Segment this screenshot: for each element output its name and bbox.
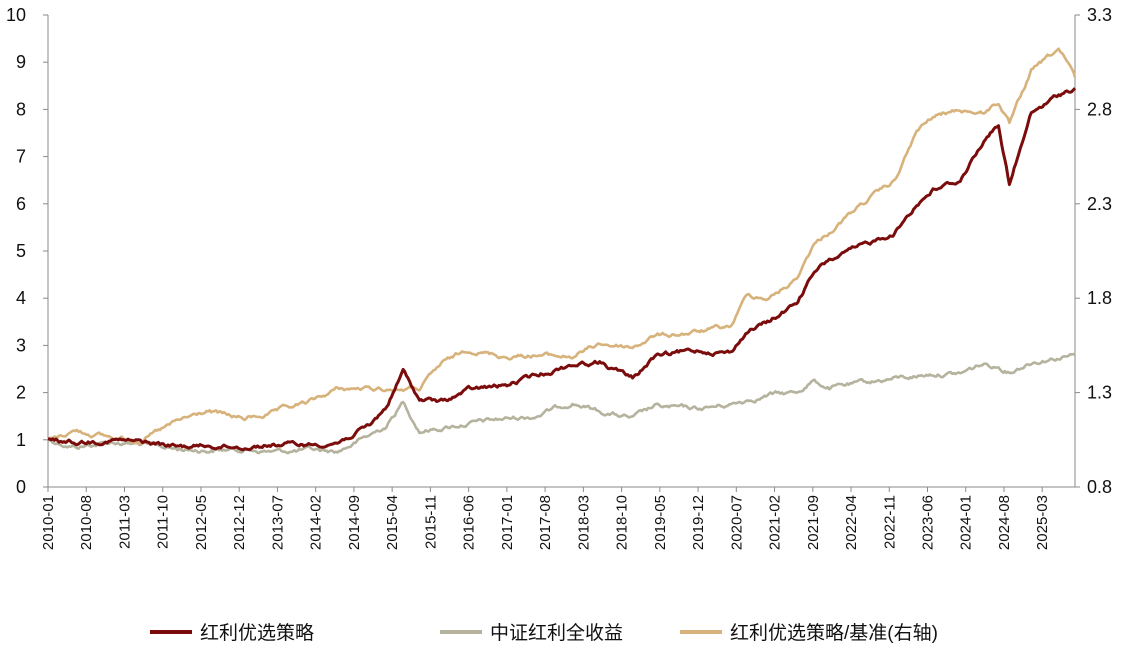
legend: 红利优选策略 中证红利全收益 红利优选策略/基准(右轴) [150, 622, 938, 644]
right-tick-label: 0.8 [1087, 477, 1112, 497]
x-tick-label: 2011-10 [155, 495, 172, 549]
x-tick-label: 2014-02 [308, 495, 325, 550]
x-tick-label: 2022-11 [881, 495, 898, 549]
series-layer [47, 47, 1077, 455]
right-tick-label: 2.8 [1087, 99, 1112, 119]
left-tick-label: 0 [16, 477, 26, 497]
x-tick-label: 2012-12 [231, 495, 248, 550]
left-tick-label: 6 [16, 194, 26, 214]
right-tick-label: 2.3 [1087, 194, 1112, 214]
x-tick-label: 2021-02 [767, 495, 784, 550]
x-tick-label: 2011-03 [116, 495, 133, 549]
x-tick-label: 2012-05 [193, 495, 210, 550]
x-tick-label: 2024-08 [996, 495, 1013, 550]
left-tick-label: 10 [6, 5, 26, 25]
left-tick-label: 3 [16, 335, 26, 355]
left-tick-label: 5 [16, 241, 26, 261]
x-tick-label: 2010-01 [40, 495, 57, 550]
x-tick-label: 2016-06 [461, 495, 478, 550]
left-tick-label: 1 [16, 430, 26, 450]
x-tick-label: 2024-01 [958, 495, 975, 550]
x-tick-label: 2015-11 [422, 495, 439, 549]
left-tick-label: 8 [16, 99, 26, 119]
x-tick-label: 2018-10 [614, 495, 631, 550]
left-tick-label: 9 [16, 52, 26, 72]
series-line-1 [47, 352, 1076, 455]
right-tick-label: 1.8 [1087, 288, 1112, 308]
x-tick-label: 2025-03 [1034, 495, 1051, 550]
x-tick-label: 2014-09 [346, 495, 363, 550]
left-tick-label: 4 [16, 288, 26, 308]
x-tick-label: 2015-04 [384, 495, 401, 550]
legend-label-0: 红利优选策略 [200, 622, 314, 644]
left-tick-label: 2 [16, 383, 26, 403]
x-tick-label: 2017-08 [537, 495, 554, 550]
series-line-2 [47, 47, 1077, 445]
left-tick-label: 7 [16, 147, 26, 167]
x-tick-label: 2013-07 [269, 495, 286, 550]
x-tick-label: 2019-12 [690, 495, 707, 550]
right-tick-label: 3.3 [1087, 5, 1112, 25]
x-tick-label: 2017-01 [499, 495, 516, 550]
x-tick-label: 2023-06 [920, 495, 937, 550]
series-line-0 [47, 87, 1077, 452]
axes: 0 1 2 3 4 5 6 7 8 9 10 0.8 1.3 1.8 2.3 2.8 3.3 2010-01 201… [6, 5, 1112, 550]
x-tick-label: 2020-07 [728, 495, 745, 550]
x-tick-label: 2019-05 [652, 495, 669, 550]
legend-label-1: 中证红利全收益 [490, 622, 623, 644]
right-tick-label: 1.3 [1087, 383, 1112, 403]
x-tick-label: 2021-09 [805, 495, 822, 550]
x-tick-label: 2010-08 [78, 495, 95, 550]
legend-label-2: 红利优选策略/基准(右轴) [730, 622, 938, 644]
x-tick-label: 2018-03 [575, 495, 592, 550]
x-tick-label: 2022-04 [843, 495, 860, 550]
